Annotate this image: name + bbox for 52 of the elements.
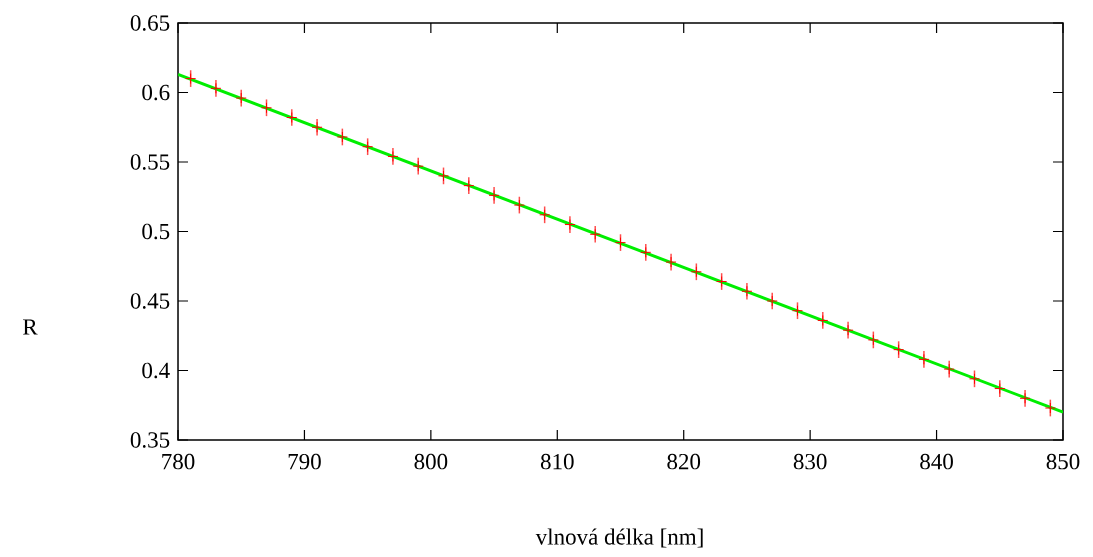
point	[210, 82, 222, 94]
point	[589, 228, 601, 240]
y-tick-label: 0.4	[142, 362, 170, 379]
point	[311, 121, 323, 133]
point	[792, 305, 803, 317]
point	[615, 237, 626, 249]
x-tick-label: 790	[288, 453, 321, 470]
point	[564, 219, 576, 231]
point	[842, 324, 854, 336]
y-tick-label: 0.6	[142, 84, 170, 101]
y-tick-label: 0.65	[130, 15, 170, 31]
point	[438, 170, 449, 182]
point	[336, 131, 348, 143]
point	[968, 373, 980, 385]
x-tick-label: 830	[793, 453, 827, 470]
x-tick-label: 780	[162, 453, 195, 470]
x-tick-label: 820	[667, 453, 701, 470]
point	[741, 285, 753, 297]
point	[690, 266, 702, 278]
point	[918, 353, 930, 365]
y-tick-label: 0.35	[130, 432, 170, 448]
point	[994, 383, 1006, 395]
point	[387, 150, 399, 162]
point	[943, 363, 955, 375]
point	[412, 160, 424, 172]
point	[362, 141, 374, 153]
x-tick-label: 800	[414, 453, 448, 470]
point	[893, 344, 905, 356]
point	[286, 112, 298, 124]
point	[817, 314, 829, 326]
y-tick-label: 0.55	[130, 154, 170, 170]
point	[513, 199, 525, 211]
y-tick-label: 0.5	[142, 223, 170, 240]
point	[1044, 402, 1056, 414]
x-axis-title: vlnová délka [nm]	[535, 528, 703, 548]
point	[766, 295, 778, 307]
point	[463, 180, 475, 192]
point	[261, 102, 273, 114]
point	[185, 73, 197, 85]
point	[640, 246, 652, 258]
point	[1019, 392, 1031, 404]
x-tick-label: 810	[540, 453, 574, 470]
point	[488, 189, 500, 201]
point	[665, 256, 677, 268]
x-tick-label: 850	[1046, 453, 1080, 470]
point	[539, 209, 551, 221]
y-tick-label: 0.45	[130, 293, 170, 309]
point	[235, 92, 247, 104]
point	[716, 276, 728, 288]
x-tick-label: 840	[920, 453, 953, 470]
point	[867, 334, 879, 346]
y-axis-title: R	[23, 319, 38, 335]
